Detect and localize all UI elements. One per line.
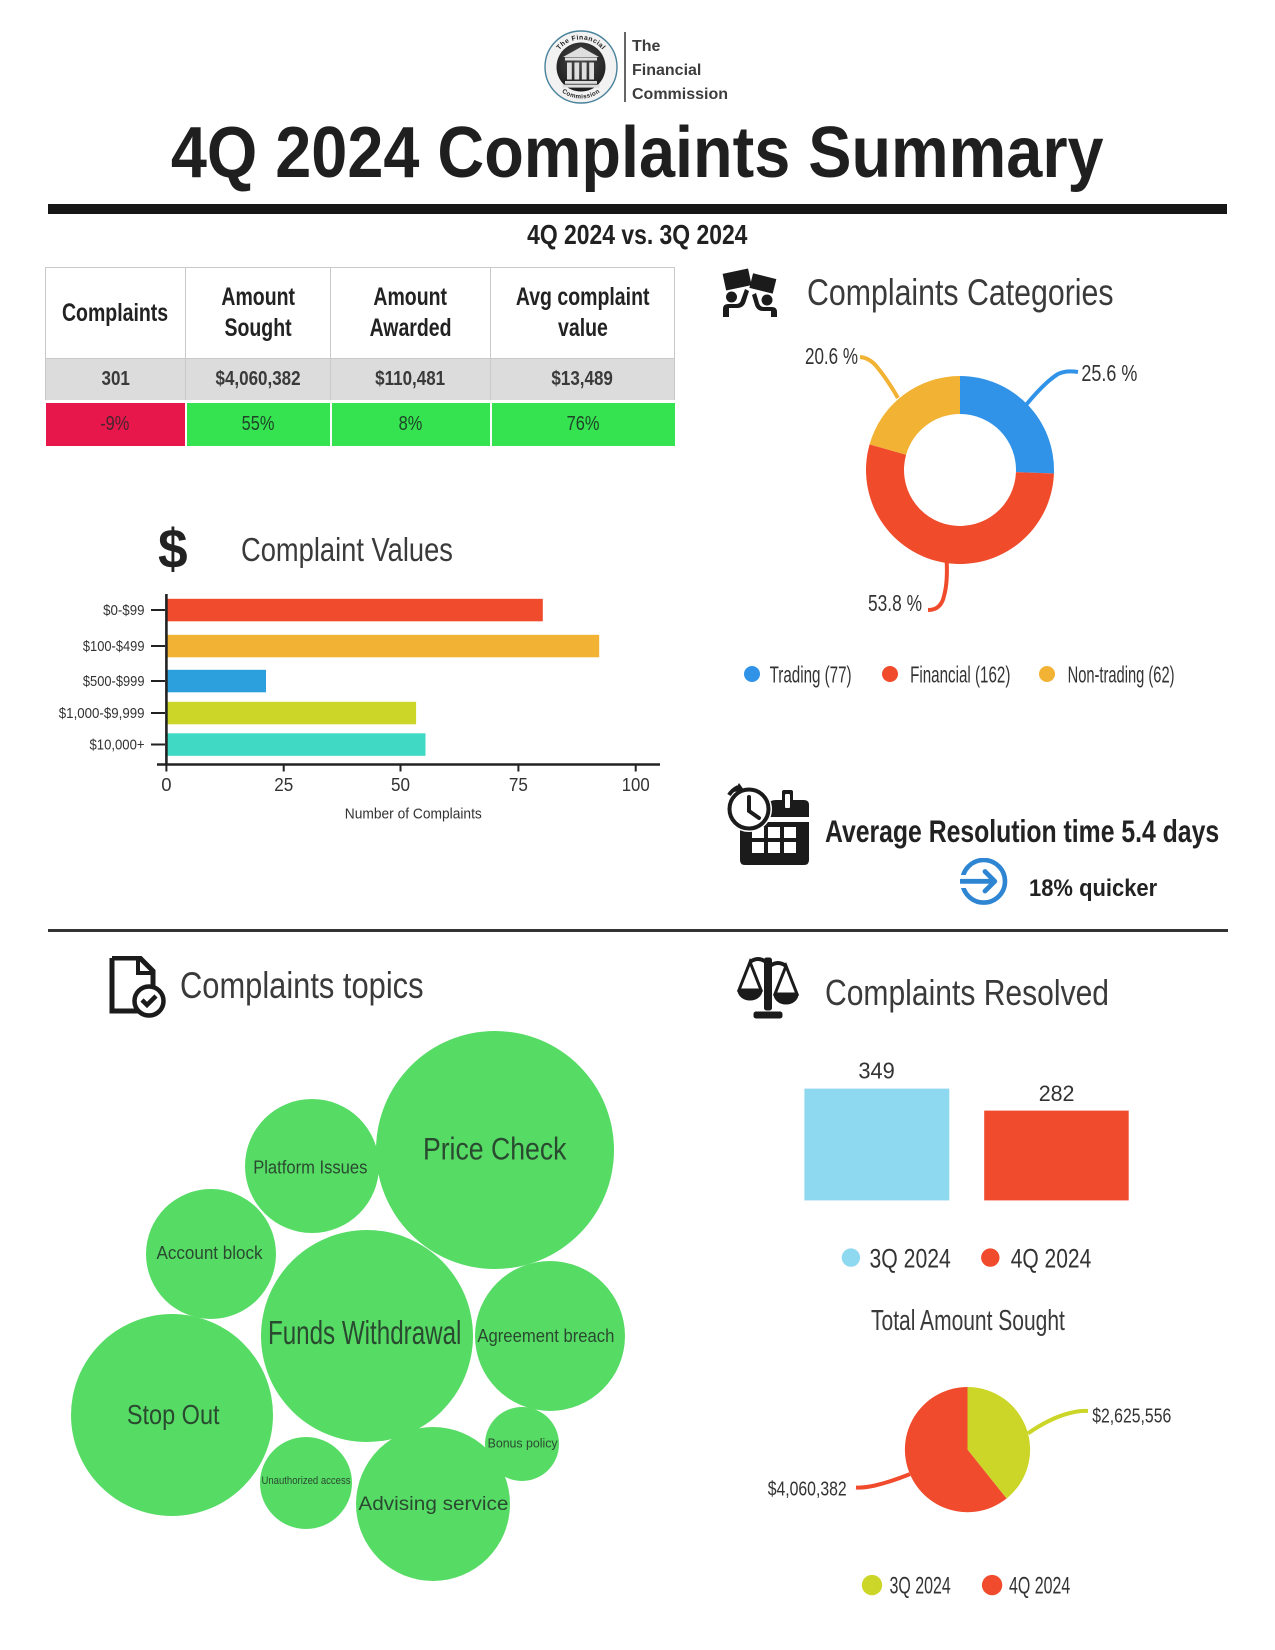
svg-text:$0-$99: $0-$99 [103, 602, 144, 619]
svg-text:100: 100 [622, 774, 650, 795]
svg-text:20.6 %: 20.6 % [805, 343, 858, 369]
svg-text:Non-trading (62): Non-trading (62) [1068, 661, 1175, 687]
svg-text:3Q 2024: 3Q 2024 [870, 1244, 951, 1274]
svg-text:$2,625,556: $2,625,556 [1092, 1405, 1171, 1427]
svg-text:75: 75 [509, 774, 528, 795]
svg-text:4Q 2024: 4Q 2024 [1009, 1574, 1070, 1600]
svg-text:$1,000-$9,999: $1,000-$9,999 [59, 705, 145, 722]
svg-text:Unauthorized access: Unauthorized access [262, 1475, 351, 1487]
svg-text:25.6 %: 25.6 % [1081, 360, 1137, 386]
svg-text:$100-$499: $100-$499 [83, 638, 145, 655]
svg-text:0: 0 [161, 774, 171, 795]
svg-text:349: 349 [858, 1058, 894, 1084]
svg-text:Number of Complaints: Number of Complaints [345, 806, 482, 823]
svg-text:Bonus policy: Bonus policy [488, 1437, 559, 1451]
svg-text:Platform Issues: Platform Issues [253, 1157, 367, 1178]
svg-text:Stop Out: Stop Out [127, 1399, 220, 1430]
svg-text:$500-$999: $500-$999 [83, 673, 145, 690]
svg-text:282: 282 [1039, 1081, 1075, 1106]
svg-text:25: 25 [274, 774, 293, 795]
svg-text:Agreement breach: Agreement breach [477, 1325, 614, 1346]
svg-text:Trading (77): Trading (77) [770, 661, 852, 687]
svg-text:$4,060,382: $4,060,382 [768, 1479, 847, 1501]
svg-text:Price Check: Price Check [423, 1131, 567, 1167]
svg-text:Advising service: Advising service [358, 1493, 508, 1515]
svg-text:Funds Withdrawal: Funds Withdrawal [268, 1315, 462, 1352]
svg-text:50: 50 [391, 774, 410, 795]
svg-text:3Q 2024: 3Q 2024 [890, 1574, 951, 1600]
svg-text:4Q 2024: 4Q 2024 [1011, 1244, 1092, 1274]
svg-text:53.8 %: 53.8 % [868, 590, 922, 616]
svg-text:Account block: Account block [157, 1242, 264, 1263]
svg-text:$10,000+: $10,000+ [90, 737, 145, 754]
svg-text:Financial (162): Financial (162) [910, 661, 1010, 687]
